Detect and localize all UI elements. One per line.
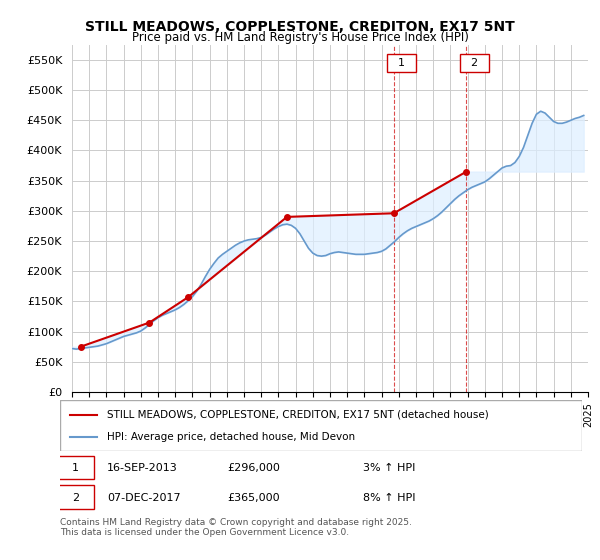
Text: HPI: Average price, detached house, Mid Devon: HPI: Average price, detached house, Mid … [107,432,355,442]
FancyBboxPatch shape [58,486,94,509]
Text: 07-DEC-2017: 07-DEC-2017 [107,493,181,503]
FancyBboxPatch shape [60,400,582,451]
Text: 1: 1 [72,463,79,473]
Text: 1: 1 [398,58,405,68]
Text: £365,000: £365,000 [227,493,280,503]
Text: Price paid vs. HM Land Registry's House Price Index (HPI): Price paid vs. HM Land Registry's House … [131,31,469,44]
FancyBboxPatch shape [460,54,489,72]
FancyBboxPatch shape [58,456,94,479]
Text: £296,000: £296,000 [227,463,280,473]
Text: 16-SEP-2013: 16-SEP-2013 [107,463,178,473]
FancyBboxPatch shape [387,54,416,72]
Text: Contains HM Land Registry data © Crown copyright and database right 2025.
This d: Contains HM Land Registry data © Crown c… [60,518,412,538]
Text: STILL MEADOWS, COPPLESTONE, CREDITON, EX17 5NT: STILL MEADOWS, COPPLESTONE, CREDITON, EX… [85,20,515,34]
Text: 2: 2 [470,58,478,68]
Text: 3% ↑ HPI: 3% ↑ HPI [363,463,415,473]
Text: 8% ↑ HPI: 8% ↑ HPI [363,493,415,503]
Text: 2: 2 [72,493,79,503]
Text: STILL MEADOWS, COPPLESTONE, CREDITON, EX17 5NT (detached house): STILL MEADOWS, COPPLESTONE, CREDITON, EX… [107,409,489,419]
